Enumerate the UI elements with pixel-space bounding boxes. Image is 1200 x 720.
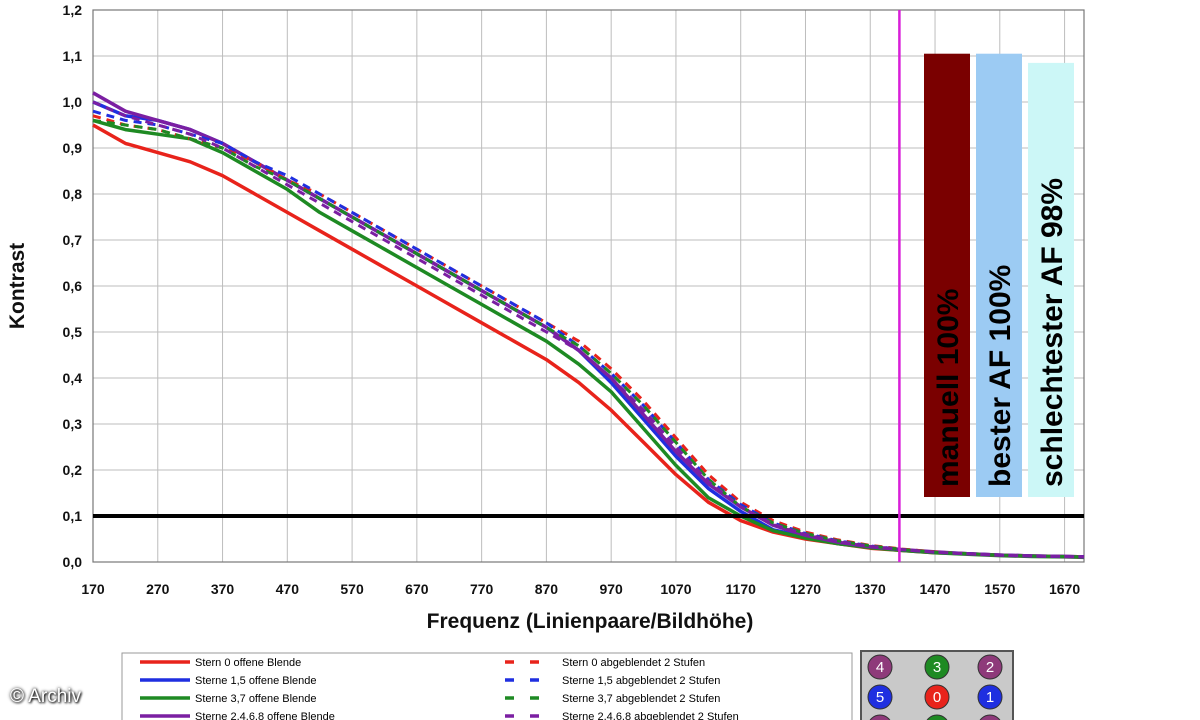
y-tick-label: 0,9 xyxy=(63,140,83,156)
sensor-badge-5 xyxy=(977,684,1003,710)
series-lines xyxy=(92,91,1085,560)
bar-0 xyxy=(924,53,970,497)
x-tick-label: 1070 xyxy=(660,581,691,597)
y-tick-label: 0,6 xyxy=(63,278,83,294)
x-tick-label: 270 xyxy=(146,581,170,597)
legend-label-5: Sterne 1,5 abgeblendet 2 Stufen xyxy=(562,675,720,687)
x-tick-label: 870 xyxy=(535,581,559,597)
legend-label-2: Sterne 3,7 offene Blende xyxy=(195,693,317,705)
y-tick-label: 0,5 xyxy=(63,324,83,340)
legend-entries: Stern 0 offene Blende Sterne 1,5 offene B… xyxy=(140,657,739,720)
x-tick-label: 770 xyxy=(470,581,494,597)
x-tick-label: 1370 xyxy=(855,581,886,597)
bar-2 xyxy=(1028,62,1074,498)
sensor-badge-label-1: 3 xyxy=(933,659,941,676)
sensor-badge-label-0: 4 xyxy=(876,659,884,676)
legend-label-1: Sterne 1,5 offene Blende xyxy=(195,675,317,687)
sensor-badge-label-4: 0 xyxy=(933,689,941,706)
y-tick-labels: 0,0 0,1 0,2 0,3 0,4 0,5 0,6 0,7 0,8 0,9 1,0 1,1 1,2 xyxy=(63,2,83,570)
y-tick-label: 1,1 xyxy=(63,48,83,64)
sensor-badge-label-2: 2 xyxy=(986,659,994,676)
sensor-badge-6 xyxy=(869,714,891,720)
legend-label-7: Sterne 2,4,6,8 abgeblendet 2 Stufen xyxy=(562,711,739,720)
sensor-position-panel: 4 3 2 5 0 1 xyxy=(860,650,1014,720)
legend-label-6: Sterne 3,7 abgeblendet 2 Stufen xyxy=(562,693,720,705)
x-tick-label: 170 xyxy=(81,581,105,597)
legend-label-4: Stern 0 abgeblendet 2 Stufen xyxy=(562,657,705,669)
sensor-badge-7 xyxy=(926,714,948,720)
legend-label-3: Sterne 2,4,6,8 offene Blende xyxy=(195,711,335,720)
bar-label-1: bester AF 100% xyxy=(984,265,1017,487)
sensor-badge-1 xyxy=(924,654,950,680)
y-tick-label: 0,0 xyxy=(63,554,83,570)
focus-bars: manuell 100% bester AF 100% schlechtester … xyxy=(924,53,1074,498)
x-tick-label: 1570 xyxy=(984,581,1015,597)
series-line-4 xyxy=(92,114,1085,559)
x-tick-label: 970 xyxy=(599,581,623,597)
x-tick-label: 670 xyxy=(405,581,429,597)
y-tick-label: 1,0 xyxy=(63,94,83,110)
sensor-badge-0 xyxy=(867,654,893,680)
x-tick-label: 1470 xyxy=(919,581,950,597)
x-tick-label: 1270 xyxy=(790,581,821,597)
y-tick-label: 0,8 xyxy=(63,186,83,202)
y-tick-label: 1,2 xyxy=(63,2,83,18)
sensor-badge-3 xyxy=(867,684,893,710)
y-axis-title: Kontrast xyxy=(6,243,29,329)
x-tick-label: 1670 xyxy=(1049,581,1080,597)
sensor-badge-label-3: 5 xyxy=(876,689,884,706)
reference-lines xyxy=(93,10,1084,562)
x-tick-label: 1170 xyxy=(726,581,757,597)
x-axis-title: Frequenz (Linienpaare/Bildhöhe) xyxy=(427,610,754,633)
sensor-badge-2 xyxy=(977,654,1003,680)
series-line-6 xyxy=(92,118,1085,559)
x-tick-labels: 170 270 370 470 570 670 770 870 970 1070 1170 1270 1… xyxy=(81,581,1080,597)
y-tick-label: 0,2 xyxy=(63,462,83,478)
legend-frame xyxy=(121,652,853,720)
sensor-badge-4 xyxy=(924,684,950,710)
legend-label-0: Stern 0 offene Blende xyxy=(195,657,301,669)
x-tick-label: 470 xyxy=(276,581,300,597)
sensor-badge-8 xyxy=(979,714,1001,720)
bar-label-2: schlechtester AF 98% xyxy=(1036,178,1069,487)
y-tick-label: 0,3 xyxy=(63,416,83,432)
bar-1 xyxy=(976,53,1022,497)
x-tick-label: 570 xyxy=(340,581,364,597)
y-tick-label: 0,1 xyxy=(63,508,83,524)
legend: Stern 0 offene Blende Sterne 1,5 offene B… xyxy=(121,652,853,720)
bar-label-0: manuell 100% xyxy=(932,289,965,487)
y-tick-label: 0,4 xyxy=(63,370,83,386)
y-tick-label: 0,7 xyxy=(63,232,83,248)
sensor-badges: 4 3 2 5 0 1 xyxy=(867,654,1003,720)
sensor-badge-label-5: 1 xyxy=(986,689,994,706)
x-tick-label: 370 xyxy=(211,581,235,597)
series-line-7 xyxy=(92,100,1085,559)
copyright-credit: © Archiv xyxy=(10,686,82,707)
plot-frame xyxy=(92,9,1085,563)
